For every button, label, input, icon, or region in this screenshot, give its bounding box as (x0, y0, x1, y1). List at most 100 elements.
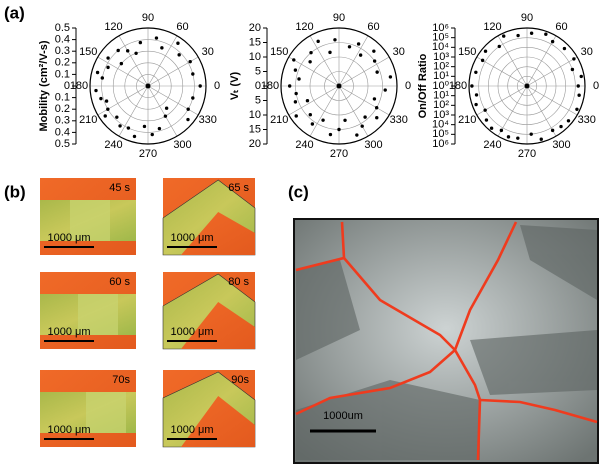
data-point (293, 100, 298, 104)
boundary-image: 1000um (293, 218, 599, 464)
data-point (310, 122, 315, 126)
outer-ring (468, 27, 586, 145)
data-point (104, 99, 109, 103)
crystal-band (86, 392, 126, 433)
data-point (550, 128, 555, 133)
spoke (309, 35, 340, 87)
r-tick-label: 10³ (433, 51, 449, 63)
data-point (106, 107, 110, 111)
data-point (164, 106, 169, 110)
substrate (181, 396, 255, 447)
theta-tick-label: 30 (393, 46, 405, 58)
data-point (575, 107, 579, 111)
data-point (305, 99, 310, 103)
theta-tick-label: 60 (176, 21, 188, 33)
axis-label: Mobility (cm²/V-s) (38, 40, 50, 131)
data-point (375, 115, 379, 120)
r-tick-label: 0.1 (55, 92, 70, 104)
data-point (316, 39, 320, 44)
data-point (186, 117, 190, 122)
r-tick-label: 15 (249, 123, 261, 135)
theta-tick-label: 150 (79, 46, 97, 58)
theta-tick-label: 300 (173, 139, 191, 151)
data-point (529, 132, 533, 136)
theta-tick-label: 60 (367, 21, 379, 33)
scale-bar-label: 1000 μm (170, 424, 213, 436)
theta-tick-label: 150 (458, 46, 476, 58)
theta-tick-label: 300 (552, 139, 570, 151)
data-point (570, 67, 575, 72)
data-point (360, 124, 364, 128)
scale-bar-label: 1000 μm (47, 424, 90, 436)
data-point (99, 96, 103, 101)
data-point (516, 136, 520, 140)
r-tick-label: 0.3 (55, 45, 70, 57)
r-tick-label: 10⁶ (432, 22, 449, 34)
data-point (309, 50, 313, 55)
spoke (526, 85, 578, 116)
data-point (372, 49, 376, 53)
data-point (566, 119, 571, 123)
r-tick-label: 20 (249, 138, 261, 150)
data-point (160, 46, 164, 50)
data-point (502, 34, 506, 38)
data-point (294, 114, 298, 118)
data-point (572, 57, 576, 61)
data-point (134, 51, 138, 55)
data-point (142, 124, 147, 129)
data-point (116, 48, 120, 53)
data-point (375, 70, 379, 74)
time-label: 65 s (228, 182, 249, 194)
theta-tick-label: 90 (333, 12, 345, 24)
data-point (94, 88, 98, 93)
data-point (516, 33, 520, 38)
data-point (550, 39, 555, 44)
theta-tick-label: 330 (390, 114, 408, 126)
theta-tick-label: 270 (330, 148, 348, 160)
data-point (372, 59, 377, 63)
data-point (383, 88, 387, 92)
r-tick-label: 10⁶ (432, 138, 449, 150)
theta-tick-label: 300 (364, 139, 382, 151)
r-tick-label: 10⁴ (432, 41, 449, 53)
r-tick-label: 10¹ (433, 90, 449, 102)
data-point (186, 107, 190, 111)
data-point (154, 36, 159, 40)
time-label: 70s (112, 374, 130, 386)
theta-tick-label: 90 (142, 12, 154, 24)
theta-tick-label: 90 (521, 12, 533, 24)
r-tick-label: 0.4 (55, 126, 70, 138)
data-point (191, 72, 195, 76)
theta-tick-label: 180 (70, 80, 88, 92)
data-point (577, 93, 581, 97)
time-label: 60 s (109, 276, 130, 288)
data-point (126, 49, 130, 53)
data-point (288, 84, 292, 88)
data-point (177, 53, 181, 57)
time-label: 90s (231, 374, 249, 386)
theta-tick-label: 330 (578, 114, 596, 126)
r-tick-label: 0.5 (55, 22, 70, 34)
data-point (308, 113, 312, 117)
spoke (338, 56, 390, 87)
r-tick-label: 10⁰ (432, 80, 449, 92)
theta-tick-label: 0 (405, 80, 411, 92)
panel-label: (c) (288, 182, 309, 201)
data-point (328, 132, 333, 137)
theta-tick-label: 0 (593, 80, 599, 92)
data-point (372, 97, 377, 101)
spoke (97, 85, 149, 116)
theta-tick-label: 210 (270, 114, 288, 126)
data-point (150, 132, 154, 137)
r-tick-label: 10² (433, 99, 449, 111)
spoke (338, 35, 369, 87)
data-point (559, 124, 563, 129)
data-point (480, 58, 485, 63)
theta-tick-label: 180 (261, 80, 279, 92)
scale-bar-label: 1000 μm (170, 326, 213, 338)
data-point (355, 133, 359, 137)
data-point (388, 75, 393, 79)
data-point (118, 124, 122, 128)
r-tick-label: 10³ (433, 109, 449, 121)
